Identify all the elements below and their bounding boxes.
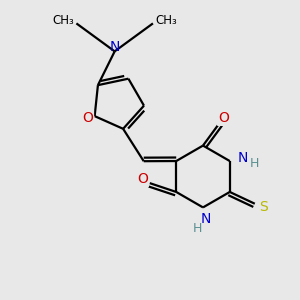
Text: N: N [238,151,248,165]
Text: H: H [250,157,260,170]
Text: CH₃: CH₃ [52,14,74,27]
Text: H: H [192,222,202,235]
Text: O: O [82,111,93,124]
Text: CH₃: CH₃ [155,14,177,27]
Text: O: O [218,111,229,124]
Text: N: N [200,212,211,226]
Text: N: N [110,40,120,54]
Text: S: S [259,200,268,214]
Text: O: O [137,172,148,186]
